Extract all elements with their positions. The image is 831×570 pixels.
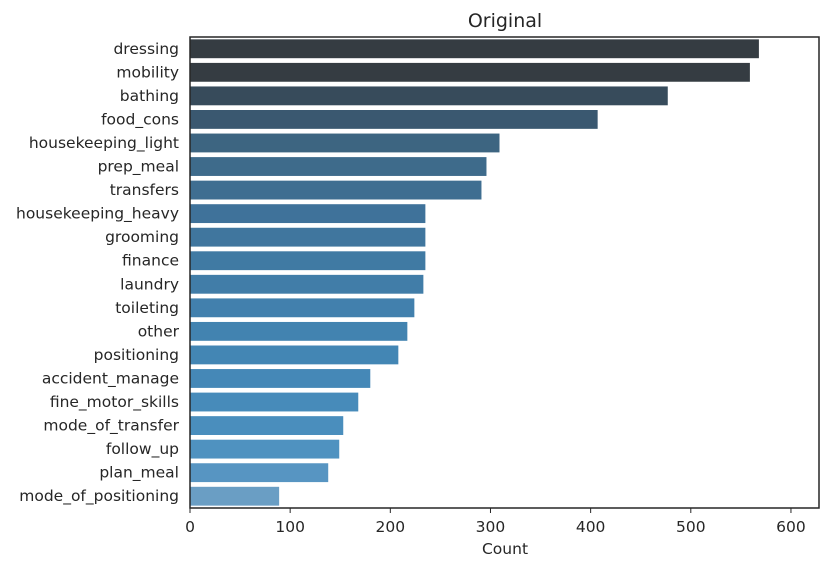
category-label: laundry xyxy=(120,275,179,293)
bar-housekeeping-heavy xyxy=(190,204,426,224)
chart-title: Original xyxy=(468,10,542,32)
category-label: food_cons xyxy=(101,110,179,129)
bar-finance xyxy=(190,251,426,271)
bar-mobility xyxy=(190,62,750,82)
bar-follow-up xyxy=(190,439,340,459)
bar-laundry xyxy=(190,274,424,294)
bar-plan-meal xyxy=(190,463,329,483)
category-label: dressing xyxy=(113,40,179,58)
x-tick-label: 100 xyxy=(275,518,305,536)
plot-frame xyxy=(189,36,820,509)
category-label: bathing xyxy=(120,87,179,105)
x-tick-label: 300 xyxy=(476,518,506,536)
category-label: transfers xyxy=(110,181,179,199)
category-label: housekeeping_heavy xyxy=(16,205,179,224)
bar-other xyxy=(190,321,408,341)
category-label: mobility xyxy=(116,63,179,81)
x-tick-label: 200 xyxy=(376,518,406,536)
category-label: mode_of_transfer xyxy=(43,417,179,436)
category-label: plan_meal xyxy=(99,464,179,483)
bars-group xyxy=(190,39,759,506)
bar-toileting xyxy=(190,298,415,318)
x-tick-label: 400 xyxy=(576,518,606,536)
x-tick-label: 600 xyxy=(776,518,806,536)
category-label: fine_motor_skills xyxy=(50,393,179,412)
category-label: accident_manage xyxy=(42,369,179,388)
x-axis-title: Count xyxy=(482,540,528,558)
category-label: mode_of_positioning xyxy=(19,487,179,506)
bar-accident-manage xyxy=(190,369,371,388)
bar-positioning xyxy=(190,345,399,365)
category-labels: dressing mobility bathing food_cons housekee… xyxy=(16,40,180,506)
bar-fine-motor-skills xyxy=(190,392,359,412)
category-label: finance xyxy=(122,252,179,270)
bar-food-cons xyxy=(190,110,598,129)
category-label: housekeeping_light xyxy=(29,134,179,153)
bar-bathing xyxy=(190,86,668,106)
category-label: positioning xyxy=(94,346,179,364)
category-label: other xyxy=(138,322,180,340)
bar-mode-of-transfer xyxy=(190,416,344,435)
bar-housekeeping-light xyxy=(190,133,500,153)
x-tick-label: 0 xyxy=(185,518,195,536)
x-axis-ticks: 0 100 200 300 400 500 600 xyxy=(185,508,806,536)
category-label: grooming xyxy=(105,228,179,246)
category-label: toileting xyxy=(115,299,179,317)
category-label: prep_meal xyxy=(98,158,179,177)
bar-transfers xyxy=(190,180,482,200)
x-tick-label: 500 xyxy=(676,518,706,536)
bar-dressing xyxy=(190,39,759,59)
bar-grooming xyxy=(190,227,426,247)
bar-prep-meal xyxy=(190,157,487,176)
bar-mode-of-positioning xyxy=(190,486,280,506)
category-label: follow_up xyxy=(106,440,179,459)
